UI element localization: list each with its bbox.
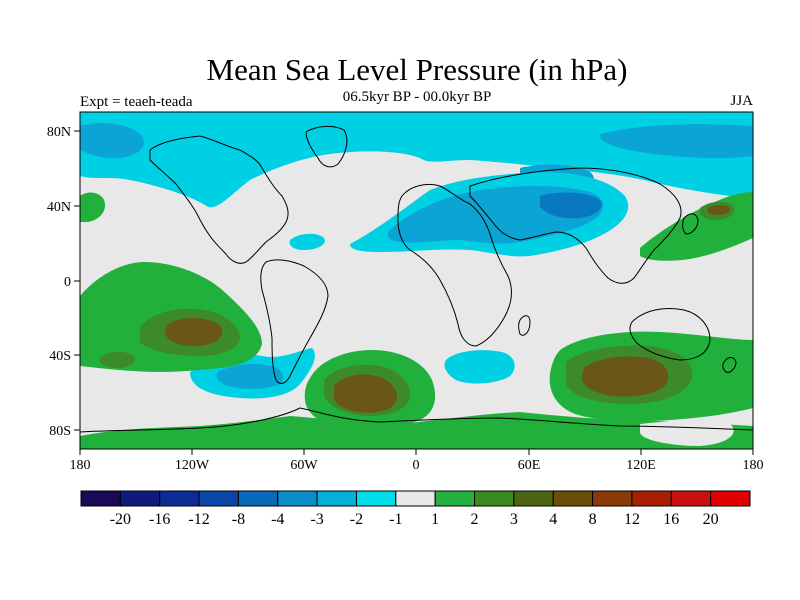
colorbar-label: 16	[663, 511, 679, 528]
y-tick-label: 80S	[49, 424, 71, 439]
s-pacific-brown-core	[165, 318, 223, 347]
season-label: JJA	[730, 93, 753, 109]
atlantic-green-patch-n	[80, 192, 106, 222]
colorbar-swatch	[316, 490, 357, 507]
y-tick-label: 0	[64, 275, 71, 290]
s-indian-cyan-patch	[444, 350, 515, 384]
arctic-cyan-field	[80, 112, 753, 208]
colorbar-label: 20	[703, 511, 719, 528]
colorbar-label: -4	[271, 511, 284, 528]
arctic-blue-patch-west	[80, 123, 144, 159]
colorbar-swatch	[434, 490, 476, 507]
map-title: Mean Sea Level Pressure (in hPa)	[206, 52, 628, 87]
colorbar-swatch	[355, 490, 397, 507]
colorbar-swatch	[277, 490, 318, 507]
colorbar-label: -8	[232, 511, 245, 528]
colorbar-swatch	[80, 490, 121, 507]
x-tick-label: 120W	[175, 458, 210, 473]
x-tick-label: 0	[413, 458, 420, 473]
x-tick-label: 60E	[518, 458, 541, 473]
colorbar-swatch	[474, 490, 515, 507]
colorbar-label: -12	[188, 511, 209, 528]
colorbar-label: -16	[149, 511, 170, 528]
australia-coast	[629, 308, 711, 361]
y-tick-label: 80N	[47, 125, 71, 140]
colorbar-label: 1	[431, 511, 439, 528]
colorbar-swatch	[119, 490, 161, 507]
new-zealand-coast	[722, 357, 737, 373]
colorbar-swatch	[710, 490, 751, 507]
colorbar-label: 4	[549, 511, 557, 528]
madagascar-coast	[518, 315, 531, 336]
experiment-label: Expt = teaeh-teada	[80, 94, 193, 110]
x-tick-label: 180	[70, 458, 91, 473]
colorbar-label: -3	[310, 511, 323, 528]
colorbar-label: -2	[350, 511, 363, 528]
colorbar-swatch	[592, 490, 633, 507]
eurasia-dark-blue-core	[540, 192, 602, 219]
colorbar-swatch	[552, 490, 594, 507]
greenland-coast	[305, 125, 348, 168]
y-axis	[74, 130, 80, 431]
south-america-coast	[260, 259, 329, 384]
colorbar-swatch	[159, 490, 200, 507]
map-panel	[80, 112, 753, 449]
coastlines	[80, 125, 753, 433]
colorbar: -20 -16 -12 -8 -4 -3 -2 -1 1 2 3 4 8 12 16 20	[80, 490, 751, 528]
n-atlantic-cyan-patch	[289, 233, 325, 250]
japan-coast	[682, 213, 699, 235]
asia-coast	[469, 167, 682, 284]
colorbar-swatch	[631, 490, 672, 507]
europe-africa-coast	[397, 183, 512, 347]
x-axis	[79, 449, 754, 455]
map-subtitle: 06.5kyr BP - 00.0kyr BP	[342, 89, 492, 105]
colorbar-swatch	[513, 490, 554, 507]
y-tick-label: 40N	[47, 200, 71, 215]
x-tick-label: 60W	[290, 458, 318, 473]
w-pacific-brown-core	[707, 205, 731, 215]
colorbar-swatch	[198, 490, 239, 507]
colorbar-swatch	[237, 490, 279, 507]
north-america-coast	[149, 135, 289, 264]
x-tick-label: 120E	[626, 458, 656, 473]
x-tick-label: 180	[743, 458, 764, 473]
colorbar-swatch	[395, 490, 436, 507]
arctic-blue-patch-east	[599, 124, 753, 159]
s-indian-brown-core	[582, 356, 669, 397]
s-pacific-green-patch-w	[99, 351, 136, 368]
s-pacific-blue-field	[216, 364, 284, 389]
colorbar-swatch	[670, 490, 712, 507]
colorbar-label: 2	[471, 511, 479, 528]
y-tick-label: 40S	[49, 349, 71, 364]
antarctic-green-band	[80, 412, 753, 449]
colorbar-label: 12	[624, 511, 640, 528]
colorbar-label: 8	[589, 511, 597, 528]
colorbar-label: -20	[110, 511, 131, 528]
s-atlantic-brown-core	[333, 374, 398, 413]
colorbar-label: -1	[389, 511, 402, 528]
antarctica-coast	[80, 407, 753, 433]
colorbar-label: 3	[510, 511, 518, 528]
